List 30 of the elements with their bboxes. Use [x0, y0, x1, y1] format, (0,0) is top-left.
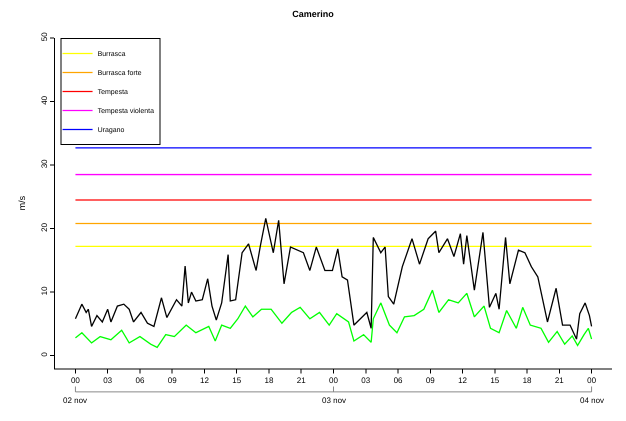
x-tick-label: 15 — [232, 376, 242, 385]
x-tick-label: 15 — [490, 376, 500, 385]
x-tick-label: 18 — [264, 376, 274, 385]
x-tick-label: 03 — [361, 376, 371, 385]
y-tick-label: 40 — [40, 95, 49, 105]
x-tick-label: 06 — [135, 376, 145, 385]
x-tick-label: 21 — [296, 376, 306, 385]
x-tick-label: 12 — [458, 376, 468, 385]
y-tick-label: 10 — [40, 286, 49, 296]
x-tick-label: 00 — [70, 376, 80, 385]
x-tick-label: 18 — [522, 376, 532, 385]
chart-title: Camerino — [292, 8, 334, 19]
x-tick-label: 09 — [426, 376, 436, 385]
x-tick-label: 12 — [200, 376, 210, 385]
x-tick-label: 09 — [168, 376, 178, 385]
text: 04 nov — [580, 396, 604, 405]
x-tick-label: 00 — [587, 376, 597, 385]
y-tick-label: 20 — [40, 222, 49, 232]
text: 03 nov — [322, 396, 346, 405]
line-series — [74, 218, 592, 340]
x-tick-label: 21 — [554, 376, 564, 385]
x-tick-label: 00 — [329, 376, 338, 385]
line-series — [74, 290, 592, 348]
x-tick-label: 06 — [394, 376, 404, 385]
y-axis-title: m/s — [17, 195, 28, 210]
y-tick-label: 30 — [40, 158, 49, 168]
x-tick-label: 03 — [103, 376, 113, 385]
y-tick-label: 0 — [40, 352, 49, 357]
text: 02 nov — [63, 396, 88, 405]
y-tick-label: 50 — [40, 32, 49, 42]
